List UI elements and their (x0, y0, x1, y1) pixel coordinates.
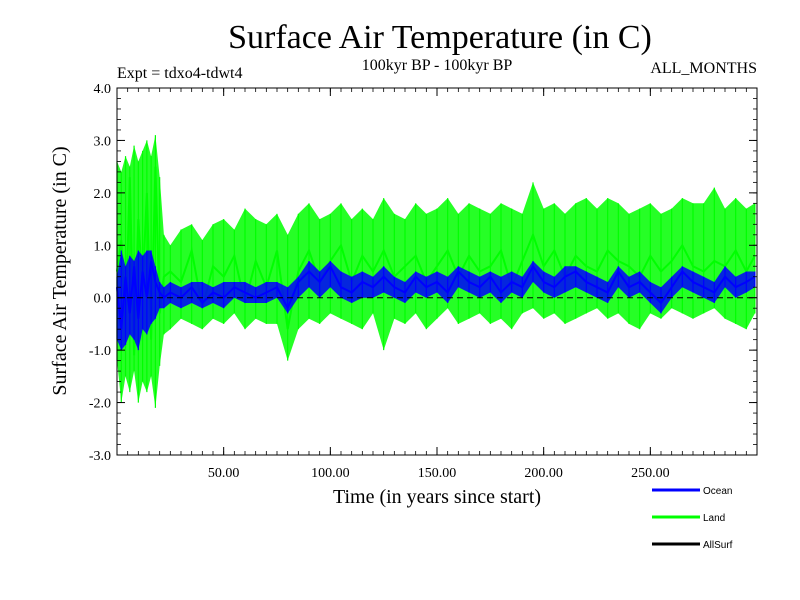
x-tick-label: 200.00 (524, 466, 563, 481)
chart-subtitle-right: ALL_MONTHS (650, 60, 757, 77)
axis-ticks: 4.0 3.0 2.0 1.0 0.0 -1.0 -2.0 -3.0 50.00 100.00 15… (89, 82, 758, 481)
y-tick-label: 1.0 (94, 239, 112, 254)
legend-label-ocean: Ocean (703, 486, 732, 497)
chart-subtitle-center: 100kyr BP - 100kyr BP (362, 57, 513, 74)
plot-area (116, 135, 757, 408)
legend-label-allsurf: AllSurf (703, 540, 733, 551)
y-axis-label: Surface Air Temperature (in C) (49, 146, 71, 395)
y-tick-label: 4.0 (94, 82, 112, 97)
x-tick-label: 150.00 (418, 466, 457, 481)
y-tick-label: 2.0 (94, 187, 112, 202)
series-band-land (117, 135, 755, 408)
y-tick-label: -3.0 (89, 449, 111, 464)
series-line-ocean (116, 260, 756, 330)
y-tick-label: 3.0 (94, 134, 112, 149)
y-tick-label: -1.0 (89, 344, 111, 359)
x-tick-label: 250.00 (631, 466, 670, 481)
x-axis-label: Time (in years since start) (333, 486, 541, 508)
legend: Ocean Land AllSurf (652, 486, 733, 551)
chart-title: Surface Air Temperature (in C) (228, 19, 652, 56)
y-tick-label: 0.0 (94, 292, 112, 307)
x-tick-label: 50.00 (208, 466, 240, 481)
y-tick-label: -2.0 (89, 397, 111, 412)
chart-subtitle-left: Expt = tdxo4-tdwt4 (117, 65, 242, 82)
legend-label-land: Land (703, 513, 725, 524)
x-tick-label: 100.00 (311, 466, 350, 481)
